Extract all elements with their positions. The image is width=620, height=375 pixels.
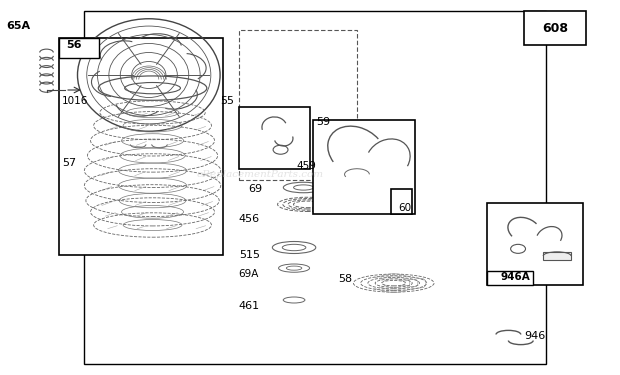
Text: 461: 461 — [239, 301, 260, 310]
Bar — [84, 11, 546, 364]
Text: 608: 608 — [542, 22, 568, 34]
Text: 65A: 65A — [6, 21, 30, 31]
Text: 55: 55 — [220, 96, 234, 106]
Text: 69: 69 — [248, 184, 262, 194]
Text: 59: 59 — [316, 117, 330, 127]
Text: 515: 515 — [239, 250, 260, 260]
Text: 456: 456 — [239, 214, 260, 224]
Text: eReplacementParts.com: eReplacementParts.com — [197, 170, 324, 179]
Text: 58: 58 — [338, 274, 352, 284]
Bar — [59, 38, 223, 255]
Bar — [313, 120, 415, 214]
Bar — [239, 107, 310, 169]
Text: 69A: 69A — [239, 269, 259, 279]
Text: 57: 57 — [62, 158, 76, 168]
Text: 60: 60 — [398, 203, 411, 213]
Text: 946A: 946A — [501, 273, 531, 282]
Bar — [239, 30, 356, 180]
Text: 459: 459 — [296, 160, 316, 171]
Text: 946: 946 — [524, 331, 545, 340]
Text: 1016: 1016 — [62, 96, 89, 106]
Bar — [391, 189, 412, 214]
Bar — [543, 252, 571, 260]
Bar — [487, 271, 533, 285]
Bar — [59, 38, 99, 58]
Text: 56: 56 — [67, 40, 82, 50]
Bar — [487, 202, 583, 285]
Bar — [524, 11, 586, 45]
